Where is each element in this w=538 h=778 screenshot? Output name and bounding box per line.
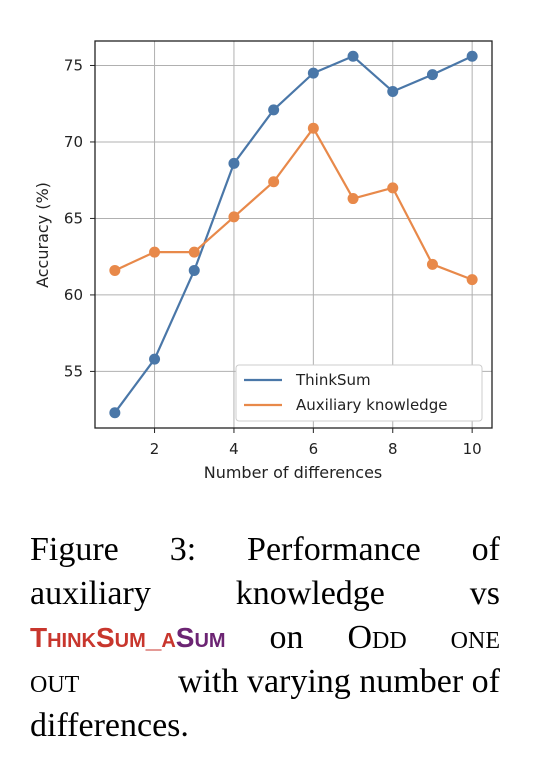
x-axis-label: Number of differences: [204, 463, 383, 482]
data-point-thinksum: [466, 50, 478, 62]
task-name-odd: Odd: [347, 619, 407, 656]
data-point-auxiliary-knowledge: [268, 176, 280, 188]
data-point-thinksum: [426, 69, 438, 81]
data-point-thinksum: [109, 407, 121, 419]
legend-label-thinksum: ThinkSum: [295, 371, 371, 389]
data-point-auxiliary-knowledge: [426, 258, 438, 270]
data-point-thinksum: [188, 264, 200, 276]
caption-word: Performance: [247, 531, 421, 568]
x-tick-label: 10: [463, 440, 482, 458]
data-point-auxiliary-knowledge: [466, 274, 478, 286]
data-point-auxiliary-knowledge: [387, 182, 399, 194]
series-line-thinksum: [113, 55, 473, 414]
y-tick-label: 65: [64, 209, 83, 227]
data-point-thinksum: [387, 85, 399, 97]
data-point-auxiliary-knowledge: [109, 264, 121, 276]
data-point-auxiliary-knowledge: [228, 211, 240, 223]
caption-word: knowledge: [235, 575, 385, 612]
y-axis-label: Accuracy (%): [33, 182, 52, 288]
brand-sum: Sum: [175, 622, 226, 653]
thinksum-brand: ThinkSum_aSum: [30, 616, 226, 660]
caption-word: Figure: [30, 531, 119, 568]
data-point-auxiliary-knowledge: [307, 122, 319, 134]
figure-caption: Figure 3: Performance of auxiliary knowl…: [30, 528, 500, 748]
x-tick-label: 6: [309, 440, 319, 458]
plot-frame: [94, 40, 493, 429]
brand-think: ThinkSum_a: [30, 622, 176, 653]
data-point-thinksum: [347, 50, 359, 62]
y-tick-label: 75: [64, 56, 83, 74]
caption-word: on: [269, 619, 304, 656]
task-name-out: out: [30, 663, 80, 700]
data-point-auxiliary-knowledge: [188, 246, 200, 258]
caption-text: with varying number of: [178, 663, 500, 700]
data-point-thinksum: [307, 67, 319, 79]
series-layer: [109, 50, 478, 419]
x-tick-label: 2: [150, 440, 160, 458]
y-axis: 55 60 65 70 75: [64, 56, 95, 380]
caption-line-2: auxiliary knowledge vs: [30, 572, 500, 616]
x-tick-label: 4: [229, 440, 239, 458]
y-tick-label: 55: [64, 362, 83, 380]
x-axis: 2 4 6 8 10: [150, 428, 482, 458]
caption-word: 3:: [169, 531, 197, 568]
series-line-auxiliary-knowledge: [114, 127, 473, 281]
legend: ThinkSum Auxiliary knowledge: [235, 364, 483, 422]
task-name-one: one: [450, 619, 500, 656]
legend-label-auxiliary: Auxiliary knowledge: [296, 396, 447, 414]
caption-line-3: ThinkSum_aSum on Odd one: [30, 616, 500, 660]
data-point-thinksum: [228, 157, 240, 169]
data-point-thinksum: [149, 353, 161, 365]
caption-word: auxiliary: [30, 575, 151, 612]
caption-word: of: [471, 531, 500, 568]
data-point-auxiliary-knowledge: [149, 246, 161, 258]
data-point-thinksum: [268, 104, 280, 116]
x-tick-label: 8: [388, 440, 398, 458]
caption-line-4: out with varying number of: [30, 660, 500, 704]
caption-line-1: Figure 3: Performance of: [30, 528, 500, 572]
data-point-auxiliary-knowledge: [347, 193, 359, 205]
y-tick-label: 60: [64, 286, 83, 304]
caption-text: differences.: [30, 707, 189, 744]
caption-word: vs: [469, 575, 500, 612]
y-tick-label: 70: [64, 133, 83, 151]
caption-line-5: differences.: [30, 704, 500, 748]
legend-box: [235, 364, 483, 422]
